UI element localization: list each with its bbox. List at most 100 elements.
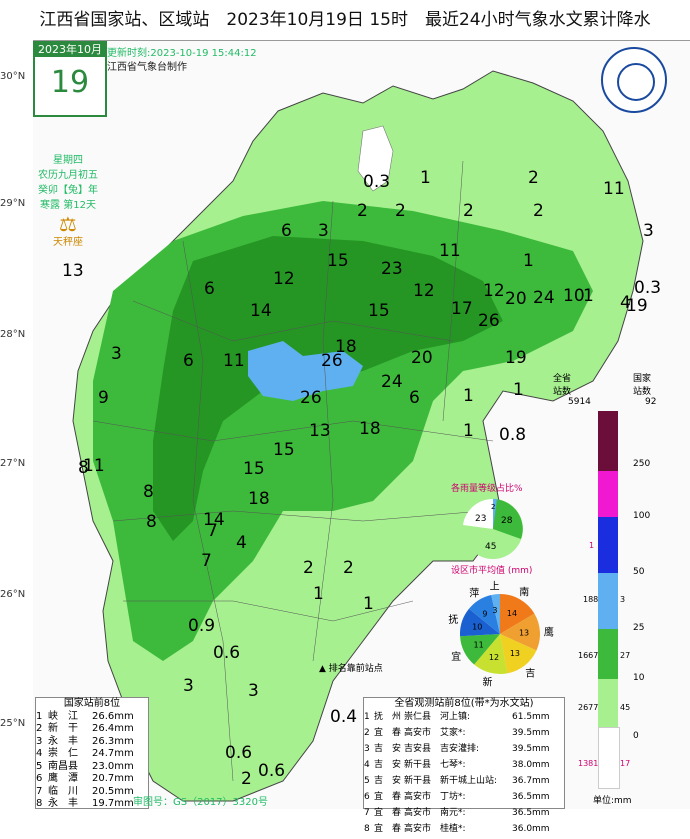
legend-count-right-none: 17: [620, 759, 631, 768]
national-row-value: 20.7mm: [92, 773, 134, 784]
city-pie-value: 12: [489, 653, 499, 662]
update-time: 更新时刻:2023-10-19 15:44:12: [107, 48, 257, 59]
legend-count-left-0: 2677: [578, 703, 599, 712]
rain-value: 11: [603, 179, 625, 199]
rain-value: 6: [409, 388, 420, 408]
meteorology-logo: [601, 47, 667, 113]
rain-value: 7: [201, 551, 212, 571]
city-pie-slice: [500, 613, 540, 651]
legend-level-100: 100: [633, 511, 651, 521]
rain-value: 10: [563, 286, 585, 306]
province-row-rank: 3: [364, 743, 370, 754]
rain-value: 1: [420, 168, 431, 188]
province-row-station: 桂植*:: [440, 823, 466, 834]
national-row: 6 鹰 潭 20.7mm: [36, 773, 148, 786]
national-row-name: 南昌县: [48, 760, 78, 772]
legend-bar-250plus: [598, 411, 618, 471]
rain-value: 1: [463, 421, 474, 441]
province-row: 7 宜 春高安市 南元*: 36.5mm: [364, 807, 564, 823]
rain-value: 12: [483, 281, 505, 301]
rain-value: 24: [533, 288, 555, 308]
rain-value: 0.6: [213, 643, 241, 663]
rain-value: 2: [463, 201, 474, 221]
city-pie-value: 13: [519, 629, 529, 638]
solar-term: 寒露 第12天: [40, 200, 96, 211]
national-row-rank: 2: [36, 723, 43, 734]
rain-value: 14: [250, 301, 272, 321]
rain-value: 1: [513, 380, 524, 400]
national-row-name: 临 川: [48, 785, 78, 797]
level-pie-slice-10: [493, 499, 523, 539]
national-row-value: 19.7mm: [92, 798, 134, 809]
rain-value: 26: [300, 388, 322, 408]
rain-value: 26: [321, 351, 343, 371]
province-row-station: 南元*:: [440, 807, 466, 818]
rain-value: 8: [78, 458, 89, 478]
city-pie-label: 鹰: [544, 625, 554, 638]
rain-value: 1: [313, 584, 324, 604]
legend-count-left-25: 188: [583, 595, 599, 604]
rain-value: 0.4: [330, 707, 358, 727]
province-top8-title: 全省观测站前8位(带*为水文站): [394, 698, 534, 709]
rain-value: 18: [335, 337, 357, 357]
rain-value: 14: [203, 510, 225, 530]
city-pie-label: 抚: [448, 614, 458, 626]
rain-value: 1: [523, 251, 534, 271]
province-row-county: 崇仁县: [404, 711, 432, 722]
province-row-city: 宜 春: [374, 823, 402, 834]
map-approval-number: 审图号：GS（2017）3320号: [133, 797, 268, 808]
rain-value: 6: [281, 221, 292, 241]
city-pie-value: 13: [510, 649, 520, 658]
national-row-value: 20.5mm: [92, 785, 134, 797]
lat-29: 29°N: [0, 198, 26, 209]
city-pie-value: 14: [507, 609, 517, 618]
level-pie-slice-0: [463, 498, 493, 529]
rain-value: 9: [98, 388, 109, 408]
rain-value: 2: [528, 168, 539, 188]
rain-value: 13: [62, 261, 84, 281]
rain-value: 8: [143, 482, 154, 502]
city-pie-label: 南: [519, 585, 529, 598]
legend-level-25: 25: [633, 623, 645, 633]
national-row-value: 26.3mm: [92, 735, 134, 747]
poyang-lake: [357, 125, 394, 192]
rain-value: 11: [83, 456, 105, 476]
map-title: 江西省国家站、区域站 2023年10月19日 15时 最近24小时气象水文累计降…: [39, 10, 651, 30]
province-row-city: 宜 春: [374, 791, 402, 802]
rain-value: 2: [357, 201, 368, 221]
province-row-city: 吉 安: [374, 775, 402, 786]
level-pie-title: 各雨量等级占比%: [451, 484, 523, 494]
rain-value: 26: [478, 311, 500, 331]
county-boundaries: [92, 160, 494, 782]
rain-value: 12: [273, 269, 295, 289]
rain-value: 13: [309, 421, 331, 441]
province-row-station: 丁坊*:: [440, 791, 466, 802]
rain-value: 15: [368, 301, 390, 321]
rain-value: 15: [243, 459, 265, 479]
national-row: 1 峡 江 26.6mm: [36, 711, 148, 724]
city-pie-slice: [460, 634, 500, 665]
province-row-rank: 4: [364, 759, 370, 770]
city-pie-slice: [491, 594, 500, 634]
legend-count-left-10: 1667: [578, 651, 599, 660]
rain-value: 8: [146, 512, 157, 532]
province-row-value: 39.5mm: [512, 727, 550, 738]
level-pie: 23 28 45 2: [463, 498, 523, 559]
province-row: 3 吉 安吉安县 吉安灌排: 39.5mm: [364, 743, 564, 759]
legend-count-right-0: 45: [620, 703, 631, 712]
province-row-value: 36.5mm: [512, 791, 550, 802]
legend-total-right: 92: [645, 397, 657, 407]
rain-value: 19: [626, 296, 648, 316]
level-pie-slice-25: [493, 498, 497, 529]
rain-value: 15: [273, 440, 295, 460]
rain-value: 4: [236, 533, 247, 553]
national-row: 3 永 丰 26.3mm: [36, 736, 148, 749]
city-pie-label: 上: [490, 580, 500, 592]
legend-level-10: 10: [633, 673, 645, 683]
city-pie-label: 吉: [525, 668, 535, 680]
date-year-month: 2023年10月: [35, 43, 105, 57]
national-row-rank: 1: [36, 710, 43, 722]
legend-count-right-10: 27: [620, 651, 631, 660]
province-row-county: 吉安县: [404, 743, 432, 754]
